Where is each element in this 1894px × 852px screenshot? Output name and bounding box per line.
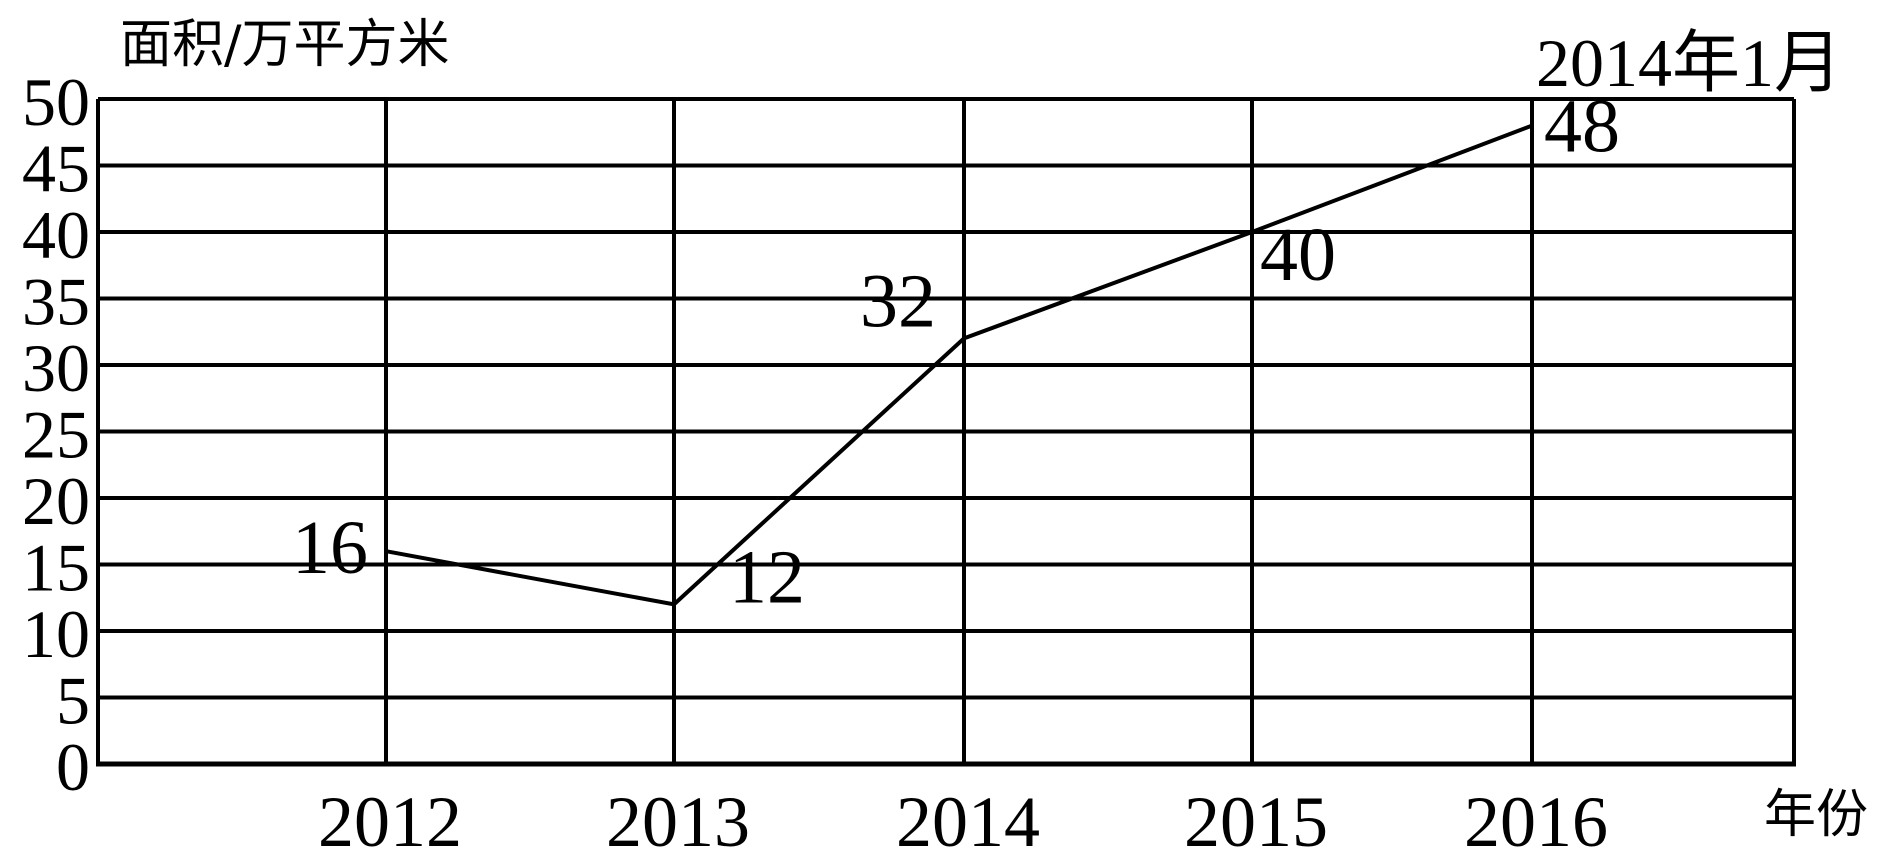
y-tick-label-35: 35: [22, 264, 90, 340]
data-label-2015: 40: [1260, 213, 1336, 297]
data-label-2014: 32: [860, 259, 936, 343]
y-tick-label-25: 25: [22, 397, 90, 473]
y-tick-label-45: 45: [22, 131, 90, 207]
x-axis-title: 年份: [1764, 785, 1868, 845]
data-label-2013: 12: [729, 535, 805, 619]
x-tick-label-2015: 2015: [1184, 782, 1328, 852]
chart-annotation: 2014年1月: [1536, 25, 1842, 101]
y-tick-label-5: 5: [56, 663, 90, 739]
series-line: [385, 123, 1533, 607]
y-tick-label-20: 20: [22, 463, 90, 539]
y-tick-label-30: 30: [22, 330, 90, 406]
y-tick-label-50: 50: [22, 64, 90, 140]
y-axis-title: 面积/万平方米: [120, 15, 450, 75]
x-tick-label-2013: 2013: [606, 782, 750, 852]
x-tick-label-2012: 2012: [318, 782, 462, 852]
y-tick-label-15: 15: [22, 530, 90, 606]
x-tick-label-2016: 2016: [1464, 782, 1608, 852]
grid-layer: [98, 97, 1794, 764]
data-label-2012: 16: [292, 506, 368, 590]
y-tick-label-0: 0: [56, 729, 90, 805]
label-layer: 16 12 32 40 48: [292, 85, 1620, 620]
x-tick-label-2014: 2014: [896, 782, 1040, 852]
series-layer: [385, 123, 1533, 607]
y-tick-label-10: 10: [22, 596, 90, 672]
data-label-2016: 48: [1544, 85, 1620, 169]
y-tick-label-40: 40: [22, 197, 90, 273]
